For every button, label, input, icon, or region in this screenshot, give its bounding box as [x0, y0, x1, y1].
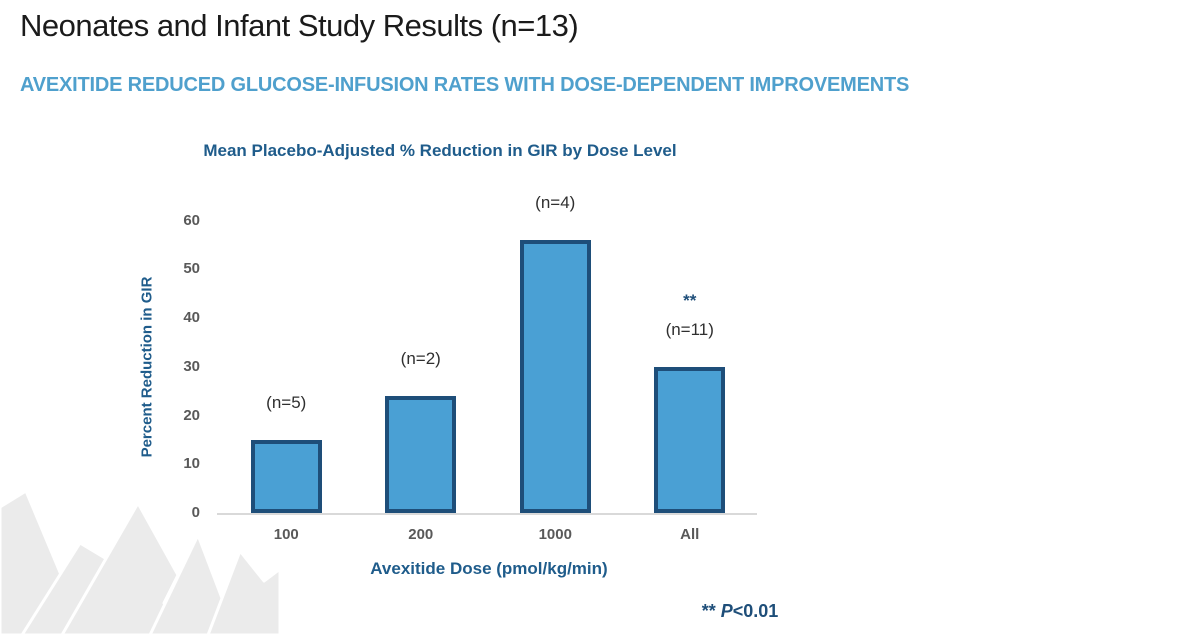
bar-200	[385, 396, 457, 513]
bar-1000	[519, 240, 591, 513]
y-tick-30: 30	[183, 357, 200, 375]
y-tick-40: 40	[183, 309, 200, 326]
footnote-p: P	[720, 601, 733, 621]
x-category-200: 200	[408, 526, 434, 543]
y-tick-10: 10	[183, 455, 200, 473]
footnote-stars: **	[701, 601, 716, 621]
bar-All	[654, 366, 726, 513]
x-axis-title: Avexitide Dose (pmol/kg/min)	[370, 559, 608, 578]
x-category-100: 100	[273, 526, 299, 543]
n-annotation-1000: (n=4)	[535, 193, 576, 212]
chart-title: Mean Placebo-Adjusted % Reduction in GIR…	[203, 141, 677, 160]
x-axis-line	[217, 513, 757, 515]
x-category-All: All	[680, 526, 700, 543]
x-category-1000: 1000	[538, 526, 572, 543]
y-tick-50: 50	[183, 260, 200, 278]
n-annotation-All: (n=11)	[665, 319, 714, 339]
y-axis-title: Percent Reduction in GIR	[138, 276, 156, 458]
page-title: Neonates and Infant Study Results (n=13)	[20, 8, 579, 43]
y-tick-0: 0	[191, 504, 200, 521]
n-annotation-200: (n=2)	[400, 349, 441, 368]
y-tick-60: 60	[183, 211, 200, 229]
footnote-value: <0.01	[732, 601, 779, 621]
y-tick-20: 20	[183, 406, 200, 424]
bar-100	[250, 439, 322, 513]
significance-footnote: ** P<0.01	[640, 601, 840, 622]
page-subtitle: AVEXITIDE REDUCED GLUCOSE-INFUSION RATES…	[20, 74, 910, 96]
n-annotation-100: (n=5)	[266, 392, 307, 412]
significance-marker-All: **	[683, 290, 697, 310]
mountain-logo-watermark	[0, 489, 280, 635]
